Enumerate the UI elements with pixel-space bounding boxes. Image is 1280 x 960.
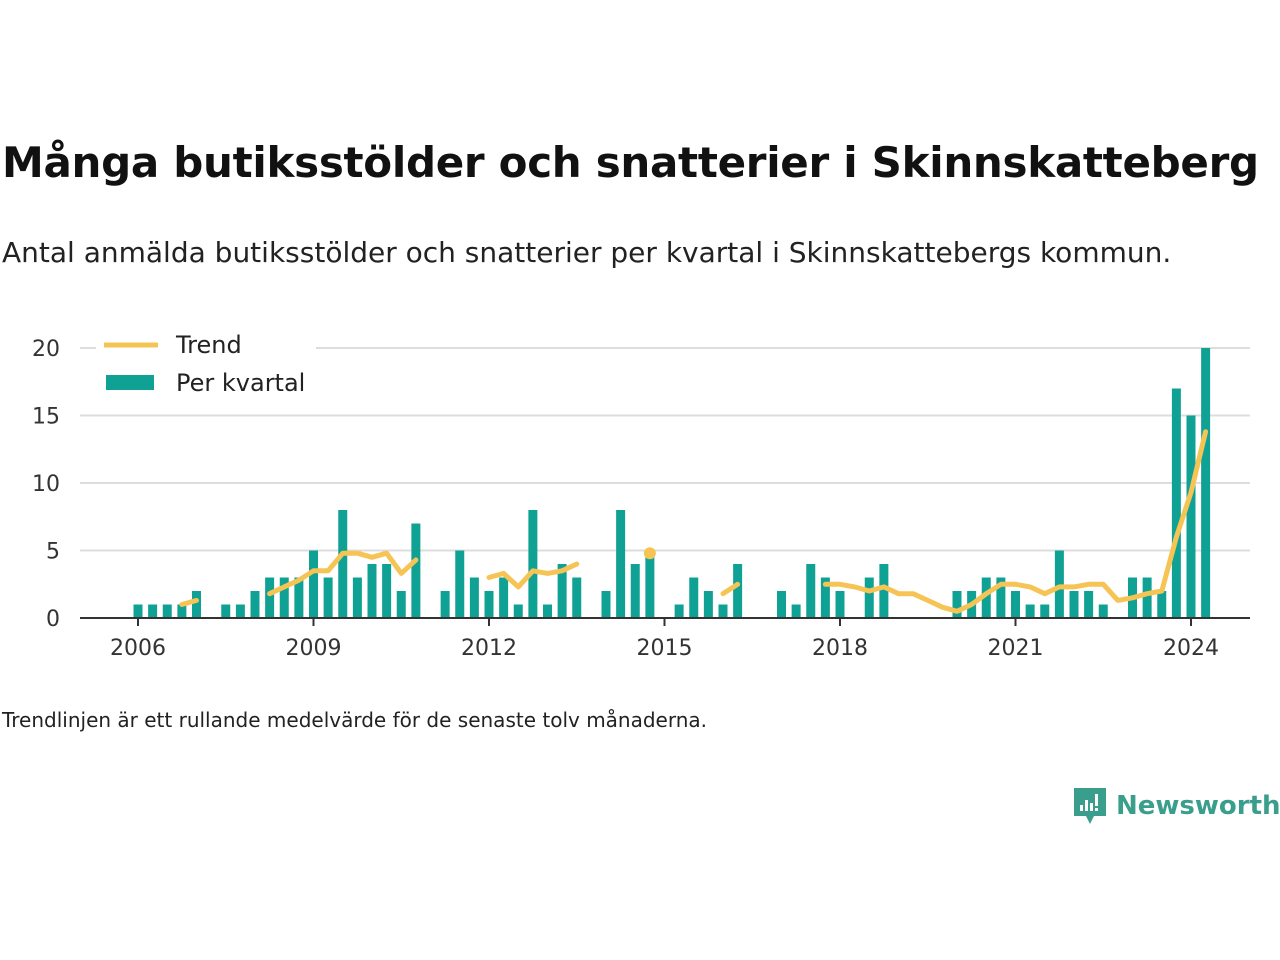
legend-bar-swatch bbox=[106, 375, 154, 390]
bar bbox=[1040, 604, 1050, 618]
bar bbox=[601, 591, 611, 618]
bar bbox=[469, 577, 479, 618]
bar bbox=[645, 550, 655, 618]
bar bbox=[411, 523, 421, 618]
bar bbox=[981, 577, 991, 618]
x-tick-label: 2015 bbox=[637, 636, 693, 661]
x-tick-label: 2018 bbox=[812, 636, 868, 661]
bar bbox=[864, 577, 874, 618]
bar bbox=[820, 577, 830, 618]
x-tick-label: 2006 bbox=[110, 636, 166, 661]
chart: 0 5 10 15 20 2006 2009 2012 2015 2018 2021 2024 Tre… bbox=[32, 330, 1250, 661]
axes: 0 5 10 15 20 2006 2009 2012 2015 2018 2021 2024 bbox=[32, 337, 1250, 661]
trend-line bbox=[720, 581, 741, 597]
bar bbox=[1011, 591, 1020, 618]
x-tick-label: 2012 bbox=[461, 636, 517, 661]
bar bbox=[455, 550, 465, 618]
bar bbox=[616, 510, 626, 618]
bar bbox=[572, 577, 582, 618]
legend-trend-label: Trend bbox=[175, 331, 242, 359]
y-tick-label: 0 bbox=[46, 607, 60, 632]
bar bbox=[630, 564, 640, 618]
bar bbox=[1098, 604, 1108, 618]
trend-line bbox=[486, 561, 580, 590]
bar bbox=[674, 604, 684, 618]
bar bbox=[382, 564, 392, 618]
bar bbox=[148, 604, 158, 618]
bar bbox=[1069, 591, 1079, 618]
bar bbox=[309, 550, 318, 618]
x-tick-label: 2024 bbox=[1163, 636, 1219, 661]
bar bbox=[689, 577, 699, 618]
bar bbox=[499, 577, 509, 618]
bar bbox=[235, 604, 245, 618]
bar bbox=[192, 591, 201, 618]
bar bbox=[265, 577, 275, 618]
legend: Trend Per kvartal bbox=[96, 330, 316, 406]
legend-bar-label: Per kvartal bbox=[176, 369, 305, 397]
bar bbox=[703, 591, 713, 618]
newsworthy-logo-icon bbox=[1074, 788, 1106, 824]
chart-subtitle: Antal anmälda butiksstölder och snatteri… bbox=[2, 236, 1172, 269]
bar bbox=[1171, 388, 1181, 618]
y-tick-label: 5 bbox=[46, 540, 60, 565]
bar bbox=[396, 591, 406, 618]
bar bbox=[1084, 591, 1094, 618]
bar bbox=[338, 510, 348, 618]
bar bbox=[996, 577, 1006, 618]
bar bbox=[279, 577, 289, 618]
brand-name: Newsworthy bbox=[1116, 791, 1280, 821]
bar bbox=[513, 604, 523, 618]
brand[interactable]: Newsworthy bbox=[1072, 786, 1280, 826]
y-tick-label: 15 bbox=[32, 405, 60, 430]
trend-line bbox=[822, 429, 1209, 614]
bar bbox=[221, 604, 231, 618]
bar bbox=[177, 604, 187, 618]
trend-line bbox=[267, 550, 419, 597]
bar bbox=[733, 564, 743, 618]
bar bbox=[1201, 348, 1211, 618]
bar bbox=[1142, 577, 1152, 618]
bar bbox=[543, 604, 552, 618]
bar bbox=[484, 591, 494, 618]
bar bbox=[777, 591, 786, 618]
bar bbox=[835, 591, 845, 618]
bar bbox=[1186, 415, 1196, 618]
chart-title: Många butiksstölder och snatterier i Ski… bbox=[2, 138, 1259, 187]
x-tick-label: 2009 bbox=[286, 636, 342, 661]
bar bbox=[1054, 550, 1064, 618]
trend-line bbox=[179, 597, 199, 607]
bar bbox=[806, 564, 816, 618]
bar bbox=[718, 604, 728, 618]
bar bbox=[528, 510, 538, 618]
bar bbox=[323, 577, 333, 618]
bar bbox=[133, 604, 143, 618]
bar bbox=[352, 577, 362, 618]
bar bbox=[879, 564, 889, 618]
x-tick-label: 2021 bbox=[988, 636, 1044, 661]
bar bbox=[440, 591, 450, 618]
bar bbox=[1025, 604, 1035, 618]
bar bbox=[250, 591, 260, 618]
y-tick-label: 10 bbox=[32, 472, 60, 497]
bar bbox=[1157, 591, 1167, 618]
footnote: Trendlinjen är ett rullande medelvärde f… bbox=[2, 708, 708, 732]
bar bbox=[162, 604, 172, 618]
bar bbox=[952, 591, 962, 618]
trend-point bbox=[643, 547, 656, 560]
y-tick-label: 20 bbox=[32, 337, 60, 362]
bar bbox=[557, 564, 567, 618]
trend-series bbox=[179, 429, 1209, 614]
bar bbox=[791, 604, 801, 618]
bar bbox=[294, 577, 304, 618]
bar bbox=[367, 564, 377, 618]
